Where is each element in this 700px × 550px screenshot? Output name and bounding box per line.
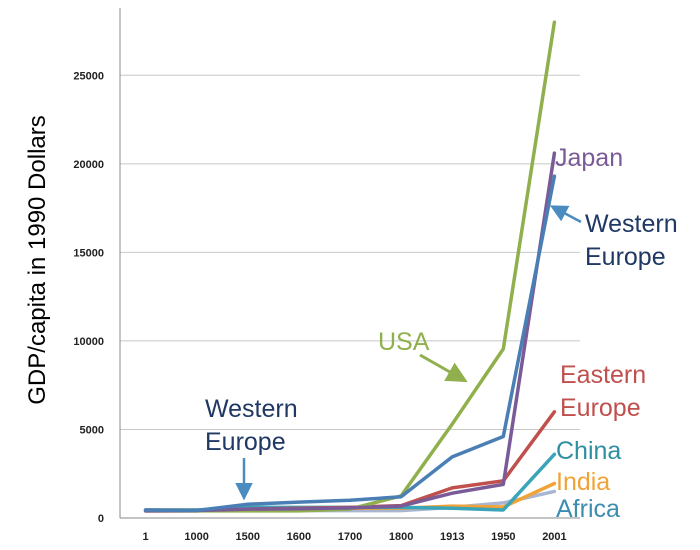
annotation-africa: Africa xyxy=(556,495,620,523)
series-line-japan xyxy=(143,151,557,513)
y-tick-label: 0 xyxy=(98,513,104,525)
x-tick-label: 1913 xyxy=(440,531,464,543)
western-europe-right-arrow xyxy=(549,205,582,224)
annotation-japan: Japan xyxy=(555,144,623,172)
x-tick-label: 1800 xyxy=(389,531,413,543)
annotation-line: Western xyxy=(585,210,678,238)
x-tick-label: 1950 xyxy=(491,531,515,543)
annotation-line: Europe xyxy=(585,243,666,271)
x-tick-label: 1 xyxy=(142,531,148,543)
annotation-india: India xyxy=(556,468,610,496)
annotation-line: Japan xyxy=(555,144,623,172)
x-tick-labels: 1 1000 1500 1600 1700 1800 1913 1950 2001 xyxy=(142,531,566,543)
annotation-line: Western xyxy=(205,395,298,423)
y-tick-label: 10000 xyxy=(73,336,104,348)
y-tick-label: 15000 xyxy=(73,247,104,259)
annotation-line: India xyxy=(556,468,610,496)
y-tick-label: 5000 xyxy=(80,424,104,436)
x-tick-label: 1500 xyxy=(236,531,260,543)
y-tick-label: 20000 xyxy=(73,159,104,171)
series-line-eastern-europe xyxy=(143,410,557,513)
x-tick-label: 1600 xyxy=(287,531,311,543)
y-tick-labels: 0 5000 10000 15000 20000 25000 xyxy=(73,70,104,525)
annotation-line: Eastern xyxy=(560,361,646,389)
y-axis-label: GDP/capita in 1990 Dollars xyxy=(24,115,51,404)
y-tick-label: 25000 xyxy=(73,70,104,82)
annotation-china: China xyxy=(556,437,621,465)
annotation-line: Europe xyxy=(205,428,286,456)
annotation-line: Europe xyxy=(560,394,641,422)
x-tick-label: 2001 xyxy=(542,531,566,543)
gridlines xyxy=(120,74,580,430)
annotation-we-right: Western Europe xyxy=(585,210,678,271)
series-lines xyxy=(143,20,557,513)
series-line-western-europe xyxy=(143,174,557,513)
annotation-line: China xyxy=(556,437,621,465)
annotation-line: Africa xyxy=(556,495,620,523)
x-tick-label: 1000 xyxy=(184,531,208,543)
annotation-line: USA xyxy=(378,328,430,356)
annotation-eastern-europe: Eastern Europe xyxy=(560,361,646,422)
usa-arrow xyxy=(419,353,468,383)
x-tick-label: 1700 xyxy=(338,531,362,543)
annotation-we-left: Western Europe xyxy=(205,395,298,456)
annotation-usa: USA xyxy=(378,328,430,356)
